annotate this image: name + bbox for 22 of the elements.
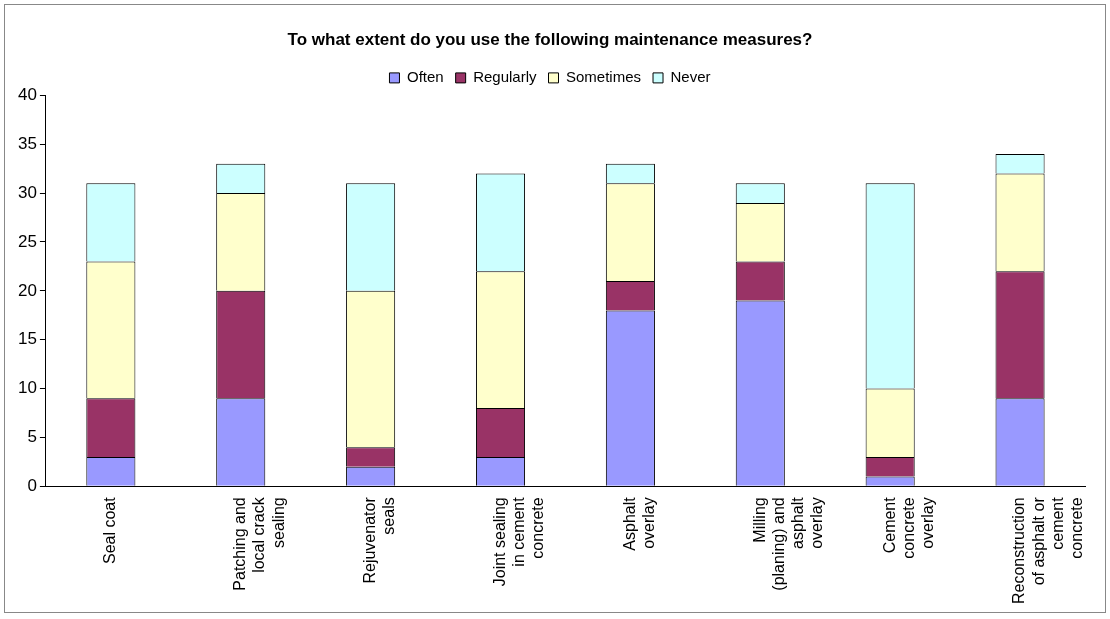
y-tick-label: 35	[17, 133, 37, 153]
x-tick-label: Milling (planing) and asphalt overlay	[750, 496, 826, 591]
x-tick-label: Joint sealing in cement concrete	[490, 496, 547, 587]
y-tick-label: 0	[27, 475, 37, 495]
x-tick-label: Cement concrete overlay	[880, 496, 936, 559]
legend-label: Often	[406, 68, 444, 86]
y-tick-label: 20	[17, 280, 37, 300]
y-tick-label: 10	[17, 378, 37, 398]
y-tick-label: 40	[17, 85, 37, 105]
y-tick-label: 30	[17, 182, 37, 202]
legend-label: Sometimes	[566, 68, 642, 86]
y-tick-label: 25	[17, 231, 37, 251]
x-tick-label: Reconstruction of asphalt or cement concrete	[1010, 496, 1086, 604]
x-tick-label: Rejuvenator seals	[361, 496, 398, 584]
legend-label: Never	[670, 68, 711, 86]
y-tick-label: 15	[17, 329, 37, 349]
y-tick-label: 5	[27, 427, 37, 447]
x-tick-label: Asphalt overlay	[620, 496, 657, 551]
x-tick-label: Seal coat	[101, 496, 119, 564]
x-tick-label: Patching and local crack sealing	[231, 496, 287, 591]
chart-title: To what extent do you use the following maintenance measures?	[287, 29, 813, 49]
legend-label: Regularly	[473, 68, 538, 86]
